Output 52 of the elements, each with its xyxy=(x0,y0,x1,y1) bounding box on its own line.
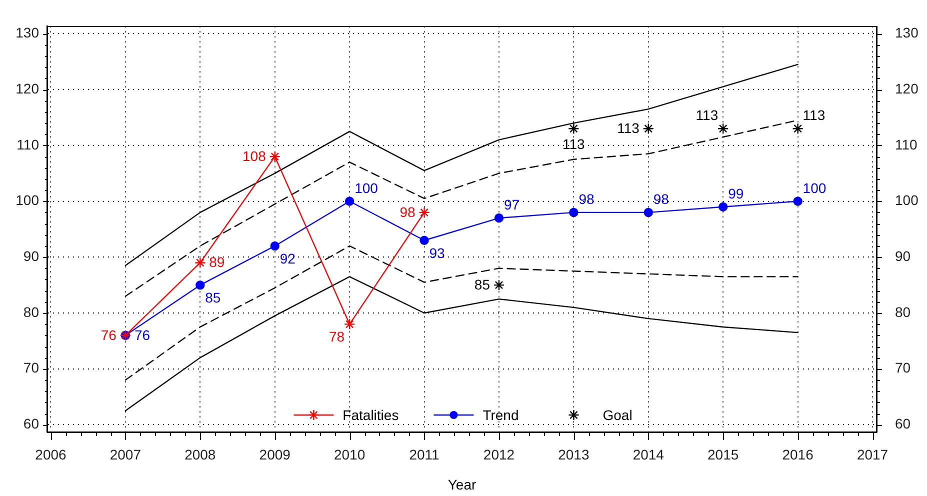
y2-tick-label: 60 xyxy=(895,416,911,432)
x-tick-label: 2012 xyxy=(483,446,515,462)
y2-tick-label: 80 xyxy=(895,304,911,320)
x-tick-label: 2007 xyxy=(110,446,142,462)
data-label: 98 xyxy=(400,204,416,220)
data-label: 98 xyxy=(578,190,594,207)
data-label: 113 xyxy=(802,107,826,124)
y2-tick-label: 110 xyxy=(895,136,918,152)
data-label: 98 xyxy=(653,190,670,207)
y-tick-label: 130 xyxy=(16,24,40,41)
y-tick-label: 100 xyxy=(16,192,40,208)
data-label: 85 xyxy=(205,290,221,306)
y-tick-label: 60 xyxy=(23,416,40,432)
y-tick-label: 70 xyxy=(23,360,40,376)
legend-label: Goal xyxy=(602,406,632,423)
data-label: 100 xyxy=(354,180,378,196)
x-tick-label: 2017 xyxy=(856,446,888,462)
y2-tick-label: 120 xyxy=(895,80,919,96)
data-label: 78 xyxy=(328,328,345,345)
data-label: 113 xyxy=(696,107,718,124)
data-label: 85 xyxy=(474,276,490,293)
x-tick-label: 2006 xyxy=(35,446,67,462)
data-label: 99 xyxy=(728,185,744,202)
data-label: 97 xyxy=(504,196,520,213)
y2-tick-label: 90 xyxy=(895,248,911,264)
data-label: 108 xyxy=(242,148,266,164)
x-tick-label: 2016 xyxy=(782,446,814,462)
y-tick-label: 80 xyxy=(23,304,40,320)
x-axis-title: Year xyxy=(448,476,476,492)
x-tick-label: 2013 xyxy=(558,446,590,462)
data-label: 113 xyxy=(617,120,640,136)
x-tick-label: 2009 xyxy=(259,446,291,462)
legend-label: Fatalities xyxy=(342,406,399,423)
x-tick-label: 2014 xyxy=(632,446,664,462)
y2-tick-label: 70 xyxy=(895,360,911,376)
y-tick-label: 120 xyxy=(16,80,40,96)
x-tick-label: 2010 xyxy=(334,446,366,462)
y2-tick-label: 100 xyxy=(895,192,919,208)
y2-tick-label: 130 xyxy=(895,24,919,41)
y-tick-label: 110 xyxy=(16,136,40,152)
legend-label: Trend xyxy=(482,406,519,423)
data-label: 93 xyxy=(429,244,446,261)
x-tick-label: 2011 xyxy=(409,446,440,462)
data-label: 100 xyxy=(802,180,826,196)
data-label: 92 xyxy=(280,250,296,266)
data-label: 76 xyxy=(134,326,150,343)
data-label: 89 xyxy=(209,254,225,270)
y-tick-label: 90 xyxy=(23,248,40,264)
x-tick-label: 2015 xyxy=(708,446,739,462)
x-tick-label: 2008 xyxy=(184,446,216,462)
data-label: 76 xyxy=(100,326,117,343)
data-label: 113 xyxy=(562,136,586,152)
